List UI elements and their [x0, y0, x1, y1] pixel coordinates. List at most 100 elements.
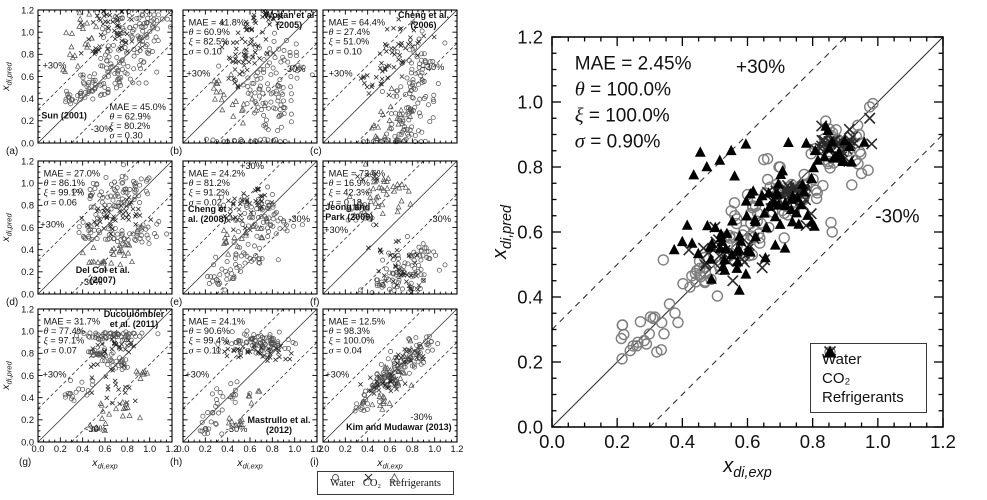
svg-text:0.0: 0.0 — [21, 138, 34, 148]
series-CO₂ — [79, 195, 154, 237]
svg-text:+30%: +30% — [325, 370, 349, 380]
legend-item-refrigerants: Refrigerants — [389, 472, 441, 489]
series-Refrigerants — [210, 71, 268, 126]
svg-text:1.2: 1.2 — [166, 444, 179, 454]
svg-text:xdi,pred: xdi,pred — [0, 61, 14, 91]
svg-text:θ = 77.4%: θ = 77.4% — [44, 326, 85, 337]
svg-text:0.8: 0.8 — [517, 157, 543, 178]
svg-text:MAE = 27.0%: MAE = 27.0% — [44, 169, 100, 179]
legend-label-water: Water — [330, 477, 355, 489]
svg-text:-30%: -30% — [410, 412, 432, 422]
series-Refrigerants — [79, 241, 135, 272]
svg-text:θ = 81.2%: θ = 81.2% — [189, 178, 230, 189]
svg-text:xdi,pred: xdi,pred — [490, 204, 515, 260]
svg-text:Cheng et: Cheng et — [188, 204, 227, 214]
svg-text:ξ = 42.3%: ξ = 42.3% — [329, 188, 370, 199]
svg-text:1.2: 1.2 — [451, 444, 464, 454]
series-CO₂ — [358, 16, 437, 98]
series-Refrigerants — [60, 9, 100, 74]
svg-text:+30%: +30% — [40, 220, 64, 230]
svg-text:(b): (b) — [170, 146, 182, 157]
svg-text:1.2: 1.2 — [21, 304, 34, 314]
svg-text:Park (2009): Park (2009) — [325, 212, 373, 222]
svg-text:ξ = 99.4%: ξ = 99.4% — [189, 336, 230, 347]
svg-text:et al. (2011): et al. (2011) — [110, 319, 159, 329]
panel-(f): MAE = 73.6%θ = 16.9%ξ = 42.3%σ = 0.18 +30… — [322, 160, 458, 296]
svg-text:(2007): (2007) — [90, 275, 116, 285]
svg-text:MAE = 41.8%: MAE = 41.8% — [189, 18, 245, 28]
water-marker-icon — [332, 474, 339, 481]
svg-text:0.2: 0.2 — [21, 116, 34, 126]
svg-text:0.8: 0.8 — [406, 444, 419, 454]
svg-text:(a): (a) — [6, 146, 18, 157]
svg-text:0.2: 0.2 — [54, 444, 67, 454]
svg-text:ξ = 100.0%: ξ = 100.0% — [575, 105, 670, 127]
svg-text:σ = 0.10: σ = 0.10 — [189, 46, 222, 57]
svg-text:1.2: 1.2 — [517, 27, 543, 48]
svg-text:+30%: +30% — [186, 69, 210, 79]
series-Refrigerants — [87, 367, 151, 434]
svg-text:MAE = 45.0%: MAE = 45.0% — [109, 102, 165, 112]
svg-text:1.0: 1.0 — [517, 92, 543, 113]
svg-text:+30%: +30% — [185, 370, 209, 380]
svg-text:0.0: 0.0 — [517, 417, 543, 438]
series-Refrigerants — [225, 387, 263, 428]
svg-text:-30%: -30% — [85, 424, 107, 434]
panel-(i): 0.0 0.2 0.4 0.6 0.8 1.0 1.2 xdi,exp MAE = 12.5%θ… — [317, 308, 464, 471]
svg-text:σ = 0.10: σ = 0.10 — [329, 46, 362, 57]
svg-text:0.0: 0.0 — [21, 437, 34, 447]
svg-text:0.6: 0.6 — [244, 444, 257, 454]
svg-text:0.4: 0.4 — [21, 393, 34, 403]
svg-text:θ = 60.9%: θ = 60.9% — [189, 27, 230, 38]
series-Water — [204, 30, 315, 145]
svg-text:ξ = 97.1%: ξ = 97.1% — [44, 336, 85, 347]
svg-text:σ = 0.30: σ = 0.30 — [109, 131, 142, 142]
svg-text:0.6: 0.6 — [21, 223, 34, 233]
series-CO₂ — [355, 171, 426, 296]
symbol-legend-main: Water CO₂ Refrigerants — [810, 343, 927, 413]
svg-text:MAE = 12.5%: MAE = 12.5% — [329, 317, 385, 327]
svg-text:ξ = 82.5%: ξ = 82.5% — [189, 37, 230, 48]
legend-item-refrigerants: Refrigerants — [822, 345, 926, 406]
panel-(a): 0.0 0.2 0.4 0.6 0.8 1.0 1.2 xdi,pred MAE = 45.0%… — [0, 5, 174, 148]
svg-text:+30%: +30% — [42, 370, 66, 380]
svg-text:1.2: 1.2 — [930, 431, 956, 452]
svg-text:xdi,exp: xdi,exp — [376, 457, 403, 471]
svg-text:0.2: 0.2 — [21, 415, 34, 425]
svg-text:0.4: 0.4 — [21, 94, 34, 104]
svg-text:σ = 0.06: σ = 0.06 — [44, 197, 77, 208]
svg-text:Wojtan et al: Wojtan et al — [264, 10, 314, 20]
legend-item-co2: CO₂ — [363, 473, 381, 489]
svg-text:σ = 0.11: σ = 0.11 — [189, 345, 222, 356]
svg-text:+30%: +30% — [240, 161, 264, 171]
svg-text:0.8: 0.8 — [21, 201, 34, 211]
svg-text:1.2: 1.2 — [21, 5, 34, 15]
svg-text:θ = 16.9%: θ = 16.9% — [329, 178, 370, 189]
svg-text:0.6: 0.6 — [735, 431, 761, 452]
panel-(c): MAE = 64.4%θ = 27.4%ξ = 51.0%σ = 0.10 +30… — [322, 9, 458, 145]
series-Water — [62, 329, 161, 404]
panel-(e): MAE = 24.2%θ = 81.2%ξ = 91.2%σ = 0.02 +30… — [182, 160, 318, 295]
svg-text:xdi,exp: xdi,exp — [236, 457, 263, 471]
svg-text:-30%: -30% — [429, 214, 451, 224]
svg-text:(2012): (2012) — [266, 425, 292, 435]
svg-text:-30%: -30% — [423, 62, 445, 72]
svg-text:(h): (h) — [170, 457, 182, 468]
svg-text:σ = 0.90%: σ = 0.90% — [575, 131, 661, 153]
svg-text:θ = 98.3%: θ = 98.3% — [329, 326, 370, 337]
co2-marker-icon — [364, 473, 373, 482]
svg-text:Cheng et al.: Cheng et al. — [398, 10, 449, 20]
series-Refrigerants — [346, 160, 414, 218]
svg-text:0.4: 0.4 — [21, 245, 34, 255]
svg-text:1.2: 1.2 — [21, 156, 34, 166]
svg-text:MAE = 31.7%: MAE = 31.7% — [44, 317, 100, 327]
legend-label-refrigerants: Refrigerants — [389, 477, 441, 489]
svg-text:Sun (2001): Sun (2001) — [41, 111, 87, 121]
svg-text:1.0: 1.0 — [288, 444, 301, 454]
svg-text:0.8: 0.8 — [800, 431, 826, 452]
svg-text:1.0: 1.0 — [865, 431, 891, 452]
svg-text:θ = 27.4%: θ = 27.4% — [329, 27, 370, 38]
svg-text:σ = 0.07: σ = 0.07 — [44, 345, 77, 356]
svg-text:0.6: 0.6 — [517, 222, 543, 243]
series-CO₂ — [219, 8, 284, 90]
